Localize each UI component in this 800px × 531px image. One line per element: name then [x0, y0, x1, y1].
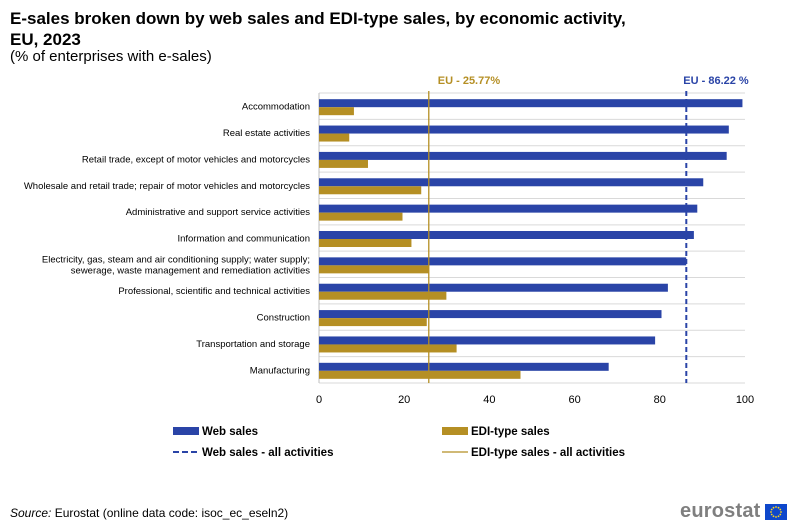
eurostat-logo: eurostat — [680, 500, 787, 523]
chart-subtitle: (% of enterprises with e-sales) — [10, 48, 212, 65]
legend-label: Web sales — [202, 426, 258, 438]
bar-web-sales — [319, 257, 687, 266]
bars-layer — [319, 99, 743, 379]
x-tick-label: 40 — [483, 394, 495, 406]
bar-edi-sales — [319, 370, 521, 379]
reference-line-label: EU - 86.22 % — [683, 75, 749, 87]
category-label-line: Administrative and support service activ… — [126, 207, 311, 218]
category-label: Accommodation — [242, 102, 310, 113]
bar-web-sales — [319, 362, 609, 371]
source-text: Eurostat (online data code: isoc_ec_esel… — [54, 506, 289, 520]
bar-web-sales — [319, 336, 656, 345]
bar-edi-sales — [319, 239, 412, 247]
bar-web-sales — [319, 99, 743, 108]
bar-edi-sales — [319, 318, 427, 327]
bar-web-sales — [319, 310, 662, 319]
bar-web-sales — [319, 151, 727, 160]
reference-line-label: EU - 25.77% — [438, 75, 501, 87]
category-label: Administrative and support service activ… — [126, 207, 311, 218]
category-label-line: Wholesale and retail trade; repair of mo… — [24, 181, 310, 192]
bar-web-sales — [319, 178, 704, 187]
category-label-line: sewerage, waste management and remediati… — [71, 265, 310, 276]
bar-web-sales — [319, 231, 694, 239]
chart-title: E-sales broken down by web sales and EDI… — [10, 9, 626, 49]
bar-web-sales — [319, 283, 668, 292]
x-tick-label: 100 — [736, 394, 754, 406]
bar-web-sales — [319, 204, 698, 213]
category-label: Professional, scientific and technical a… — [118, 286, 310, 297]
bar-web-sales — [319, 125, 729, 134]
logo-text: eurostat — [680, 500, 761, 522]
category-label: Information and communication — [177, 234, 310, 245]
category-label-line: Manufacturing — [250, 365, 310, 376]
category-label-line: Real estate activities — [223, 128, 310, 139]
category-label-line: Electricity, gas, steam and air conditio… — [42, 254, 310, 265]
reference-lines-layer: EU - 86.22 % EU - 25.77% — [428, 75, 749, 383]
legend-label: Web sales - all activities — [202, 447, 333, 459]
bar-edi-sales — [319, 107, 354, 116]
category-label: Wholesale and retail trade; repair of mo… — [24, 181, 310, 192]
category-label-line: Professional, scientific and technical a… — [118, 286, 310, 297]
legend-swatch — [173, 427, 199, 435]
category-labels-layer: Accommodation Real estate activities Retai… — [24, 102, 310, 377]
bar-edi-sales — [319, 265, 429, 274]
category-label: Construction — [257, 313, 310, 324]
category-label: Real estate activities — [223, 128, 310, 139]
x-tick-labels-layer: 0 20 40 60 80 100 — [316, 394, 754, 406]
category-label-line: Retail trade, except of motor vehicles a… — [82, 154, 310, 165]
eu-flag-icon — [764, 503, 787, 520]
x-tick-label: 80 — [654, 394, 666, 406]
chart: EU - 86.22 % EU - 25.77% Accommodation Rea… — [24, 75, 754, 459]
bar-edi-sales — [319, 186, 422, 195]
bar-edi-sales — [319, 133, 350, 142]
legend: Web sales EDI-type sales Web sales - all a… — [173, 426, 625, 459]
category-label-line: Transportation and storage — [196, 339, 310, 350]
category-label-line: Information and communication — [177, 234, 310, 245]
x-tick-label: 60 — [568, 394, 580, 406]
category-label: Electricity, gas, steam and air conditio… — [42, 254, 310, 276]
source-label: Source: — [10, 506, 52, 520]
bar-edi-sales — [319, 212, 403, 221]
legend-label: EDI-type sales - all activities — [471, 447, 625, 459]
category-label: Manufacturing — [250, 365, 310, 376]
source-note: Source: Eurostat (online data code: isoc… — [10, 506, 288, 520]
legend-label: EDI-type sales — [471, 426, 550, 438]
x-tick-label: 0 — [316, 394, 322, 406]
bar-edi-sales — [319, 159, 368, 168]
category-label: Retail trade, except of motor vehicles a… — [82, 154, 310, 165]
category-label-line: Construction — [257, 313, 310, 324]
bar-edi-sales — [319, 344, 457, 353]
legend-swatch — [442, 427, 468, 435]
bar-edi-sales — [319, 291, 447, 300]
x-tick-label: 20 — [398, 394, 410, 406]
category-label-line: Accommodation — [242, 102, 310, 113]
category-label: Transportation and storage — [196, 339, 310, 350]
